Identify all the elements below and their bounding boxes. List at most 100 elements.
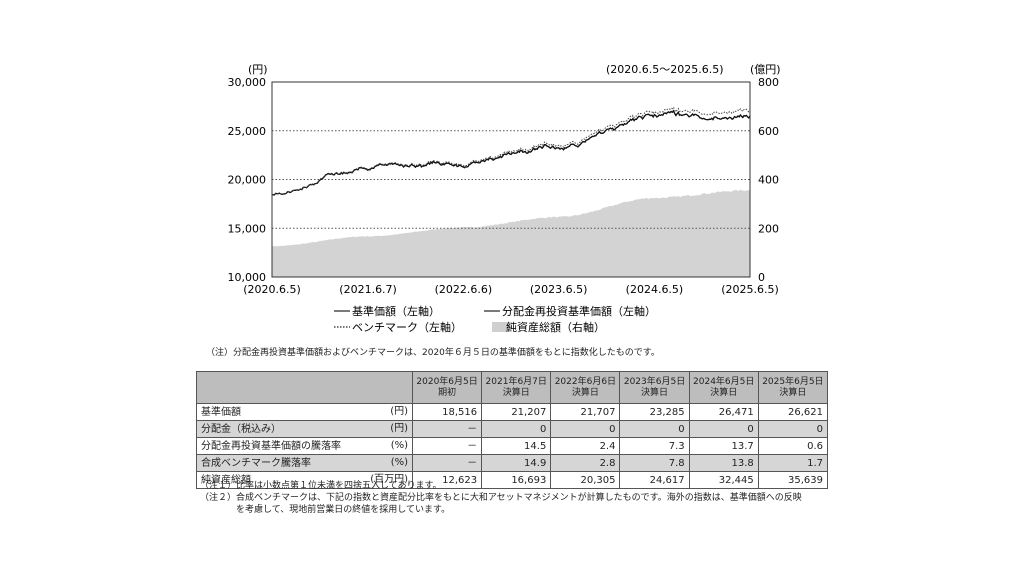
table-cell: 14.5 bbox=[481, 437, 552, 455]
right-unit-label: (億円) bbox=[750, 63, 781, 76]
x-tick-label: (2021.6.7) bbox=[339, 283, 397, 296]
table-cell: 26,471 bbox=[688, 403, 759, 421]
x-tick-label: (2022.6.6) bbox=[435, 283, 493, 296]
table-cell: 24,617 bbox=[619, 471, 690, 489]
performance-table: 2020年6月5日 期初 2021年6月7日 決算日 2022年6月6日 決算日 2023年… bbox=[196, 371, 829, 489]
left-tick-label: 10,000 bbox=[228, 271, 267, 284]
row-label: 分配金再投資基準価額の騰落率 (%) bbox=[196, 437, 413, 455]
left-tick-label: 25,000 bbox=[228, 125, 267, 138]
table-cell: 0 bbox=[481, 420, 552, 438]
table-header-corner bbox=[196, 371, 413, 404]
row-unit: (円) bbox=[390, 423, 408, 434]
column-date: 2020年6月5日 bbox=[416, 376, 478, 387]
table-cell: 20,305 bbox=[550, 471, 621, 489]
left-tick-label: 20,000 bbox=[228, 174, 267, 187]
table-column-header: 2023年6月5日 決算日 bbox=[619, 371, 690, 404]
gridlines bbox=[272, 130, 750, 229]
row-unit: (円) bbox=[390, 406, 408, 417]
table-cell: 13.8 bbox=[688, 454, 759, 472]
period-label: (2020.6.5～2025.6.5) bbox=[606, 63, 724, 76]
x-tick-label: (2024.6.5) bbox=[626, 283, 684, 296]
right-tick-label: 200 bbox=[758, 222, 779, 235]
row-label-text: 分配金再投資基準価額の騰落率 bbox=[201, 440, 341, 452]
table-cell: 0.6 bbox=[757, 437, 829, 455]
right-tick-label: 0 bbox=[758, 271, 765, 284]
legend-swatch bbox=[492, 322, 512, 332]
row-label-text: 分配金（税込み） bbox=[201, 423, 281, 435]
table-body: 基準価額 (円) 18,516 21,207 21,707 23,285 26,471 26,… bbox=[196, 403, 829, 489]
table-column-header: 2022年6月6日 決算日 bbox=[550, 371, 621, 404]
left-tick-label: 15,000 bbox=[228, 222, 267, 235]
table-cell: 14.9 bbox=[481, 454, 552, 472]
column-kind: 決算日 bbox=[571, 387, 599, 398]
row-label-text: 基準価額 bbox=[201, 406, 241, 418]
net-assets-area bbox=[272, 189, 750, 277]
table-column-header: 2024年6月5日 決算日 bbox=[688, 371, 759, 404]
legend: 基準価額（左軸） 分配金再投資基準価額（左軸） ベンチマーク（左軸） 純資産総額（右軸… bbox=[334, 304, 656, 334]
table-row: 基準価額 (円) 18,516 21,207 21,707 23,285 26,471 26,… bbox=[196, 403, 829, 421]
row-label: 合成ベンチマーク騰落率 (%) bbox=[196, 454, 413, 472]
table-cell: 32,445 bbox=[688, 471, 759, 489]
table-cell: － bbox=[411, 437, 483, 455]
column-date: 2023年6月5日 bbox=[623, 376, 686, 387]
table-cell: － bbox=[411, 420, 483, 438]
table-cell: 2.8 bbox=[550, 454, 621, 472]
row-unit: (%) bbox=[390, 457, 408, 468]
column-kind: 決算日 bbox=[779, 387, 807, 398]
table-cell: 7.3 bbox=[619, 437, 690, 455]
table-row: 合成ベンチマーク騰落率 (%) － 14.9 2.8 7.8 13.8 1.7 bbox=[196, 454, 829, 472]
row-label-text: 純資産総額 bbox=[201, 474, 251, 486]
column-date: 2024年6月5日 bbox=[693, 376, 755, 387]
axis-ticks: 10,000 15,000 20,000 25,000 30,000 0 200 400 600… bbox=[228, 76, 780, 296]
row-unit: (%) bbox=[390, 440, 408, 451]
net-assets-area-layer bbox=[272, 189, 750, 277]
column-kind: 決算日 bbox=[641, 387, 669, 398]
table-row: 純資産総額 (百万円) 12,623 16,693 20,305 24,617 32,445… bbox=[196, 471, 829, 489]
plot-frame bbox=[271, 81, 751, 278]
x-tick-label: (2020.6.5) bbox=[243, 283, 301, 296]
footnote-3: を考慮して、現地前営業日の終値を採用しています。 bbox=[200, 505, 451, 515]
table-cell: 0 bbox=[688, 420, 759, 438]
row-label-text: 合成ベンチマーク騰落率 bbox=[201, 457, 311, 469]
legend-label: ベンチマーク（左軸） bbox=[352, 320, 462, 334]
row-label: 純資産総額 (百万円) bbox=[196, 471, 413, 489]
legend-label: 基準価額（左軸） bbox=[352, 304, 440, 318]
x-tick-label: (2025.6.5) bbox=[721, 283, 779, 296]
price-lines-layer bbox=[271, 106, 751, 196]
table-cell: 0 bbox=[757, 420, 829, 438]
table-cell: 7.8 bbox=[619, 454, 690, 472]
table-cell: 21,207 bbox=[481, 403, 552, 421]
table-column-header: 2021年6月7日 決算日 bbox=[481, 371, 552, 404]
footnote-2: （注２）合成ベンチマークは、下記の指数と資産配分比率をもとに大和アセットマネジメ… bbox=[200, 493, 802, 503]
row-unit: (百万円) bbox=[370, 474, 408, 485]
table-cell: 0 bbox=[619, 420, 690, 438]
table-cell: 26,621 bbox=[757, 403, 829, 421]
column-date: 2025年6月5日 bbox=[762, 376, 824, 387]
right-tick-label: 800 bbox=[758, 76, 779, 89]
table-cell: 18,516 bbox=[411, 403, 483, 421]
row-label: 分配金（税込み） (円) bbox=[196, 420, 413, 438]
table-cell: 2.4 bbox=[550, 437, 621, 455]
right-tick-label: 400 bbox=[758, 174, 779, 187]
legend-label: 分配金再投資基準価額（左軸） bbox=[502, 304, 656, 318]
table-cell: 35,639 bbox=[757, 471, 829, 489]
row-label: 基準価額 (円) bbox=[196, 403, 413, 421]
legend-label: 純資産総額（右軸） bbox=[506, 320, 605, 334]
column-kind: 期初 bbox=[438, 387, 457, 398]
left-unit-label: (円) bbox=[248, 63, 268, 76]
x-tick-label: (2023.6.5) bbox=[530, 283, 588, 296]
table-cell: － bbox=[411, 454, 483, 472]
column-date: 2022年6月6日 bbox=[554, 376, 617, 387]
table-column-header: 2020年6月5日 期初 bbox=[411, 371, 483, 404]
table-row: 分配金（税込み） (円) － 0 0 0 0 0 bbox=[196, 420, 829, 438]
table-cell: 0 bbox=[550, 420, 621, 438]
column-kind: 決算日 bbox=[502, 387, 530, 398]
footnote-1: （注１）比率は小数点第１位未満を四捨五入してあります。 bbox=[200, 481, 442, 491]
chart-note: （注）分配金再投資基準価額およびベンチマークは、2020年６月５日の基準価額をも… bbox=[206, 348, 660, 358]
table-row: 分配金再投資基準価額の騰落率 (%) － 14.5 2.4 7.3 13.7 0.6 bbox=[196, 437, 829, 455]
table-header-row: 2020年6月5日 期初 2021年6月7日 決算日 2022年6月6日 決算日 2023年… bbox=[196, 371, 829, 404]
table-cell: 16,693 bbox=[481, 471, 552, 489]
chart: 10,000 15,000 20,000 25,000 30,000 0 200 400 600… bbox=[228, 63, 781, 334]
table-cell: 21,707 bbox=[550, 403, 621, 421]
left-tick-label: 30,000 bbox=[228, 76, 267, 89]
